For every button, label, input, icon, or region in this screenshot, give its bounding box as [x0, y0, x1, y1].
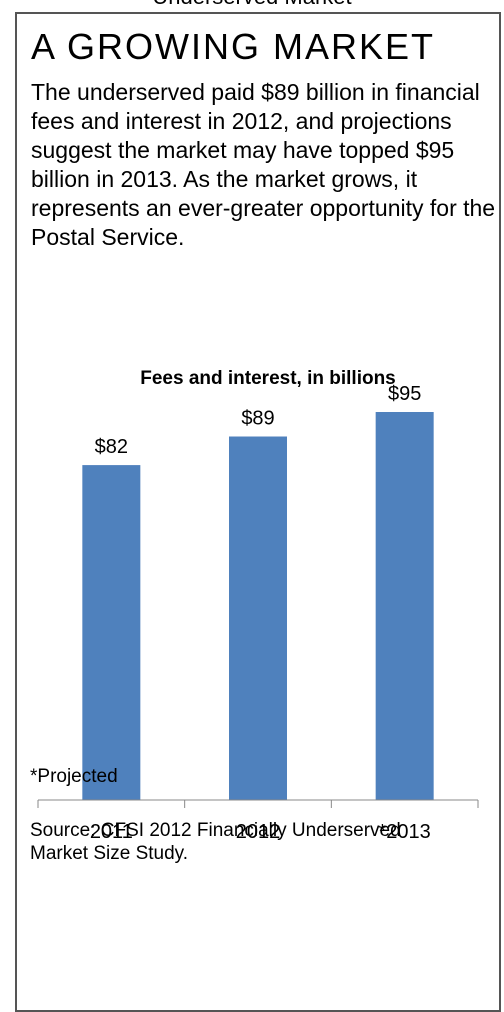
source-note: Source: CFSI 2012 Financially Underserve…	[30, 819, 430, 865]
data-label: $95	[388, 383, 421, 405]
data-label: $82	[95, 436, 128, 458]
data-label: $89	[241, 408, 274, 430]
bar-2011	[82, 465, 141, 800]
category-label: 2012	[236, 821, 281, 843]
bar-2012	[229, 436, 287, 800]
bar-2013	[375, 412, 434, 800]
x-axis-ticks	[37, 800, 479, 808]
bars-layer	[82, 412, 434, 800]
headline: A GROWING MARKET	[31, 26, 436, 67]
footnote: *Projected	[30, 766, 118, 787]
category-label: *2013	[379, 821, 431, 843]
category-labels-layer: 2011 2012 *2013	[90, 821, 431, 843]
cut-off-heading: Underserved Market	[0, 0, 504, 10]
body-paragraph: The underserved paid $89 billion in fina…	[31, 79, 496, 250]
chart-title: Fees and interest, in billions	[140, 368, 396, 389]
category-label: 2011	[90, 821, 133, 843]
source-label: Source:	[30, 820, 96, 841]
bar-chart: Fees and interest, in billions $82 $89 $95…	[37, 368, 479, 843]
data-labels-layer: $82 $89 $95	[95, 383, 422, 458]
source-text: CFSI 2012 Financially Underserved Market…	[30, 820, 401, 864]
